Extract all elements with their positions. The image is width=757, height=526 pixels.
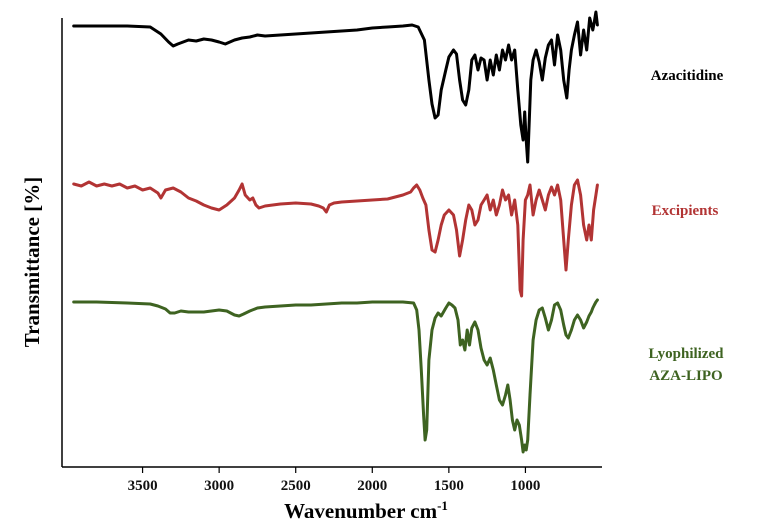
x-tick-label: 1500 [434, 478, 464, 494]
series-line-1 [72, 10, 599, 164]
series-layer [72, 10, 599, 454]
x-tick-layer: 3500 3000 2500 2000 1500 1000 [128, 467, 540, 494]
series-line-3 [72, 298, 599, 454]
x-tick-label: 3500 [128, 478, 158, 494]
legend-label-3: Lyophilized AZA-LIPO [648, 346, 724, 384]
y-axis-title: Transmittance [%] [20, 177, 44, 348]
x-tick-label: 3000 [204, 478, 234, 494]
x-tick-label: 2500 [281, 478, 311, 494]
legend-label-1: Azacitidine [651, 68, 724, 84]
legend-layer: Azacitidine Excipients Lyophilized AZA-LIPO [648, 68, 724, 384]
x-tick-label: 2000 [357, 478, 387, 494]
x-axis-title: Wavenumber cm-1 [284, 498, 448, 523]
legend-label-2: Excipients [652, 203, 719, 219]
series-line-2 [72, 178, 599, 298]
x-tick-label: 1000 [510, 478, 540, 494]
